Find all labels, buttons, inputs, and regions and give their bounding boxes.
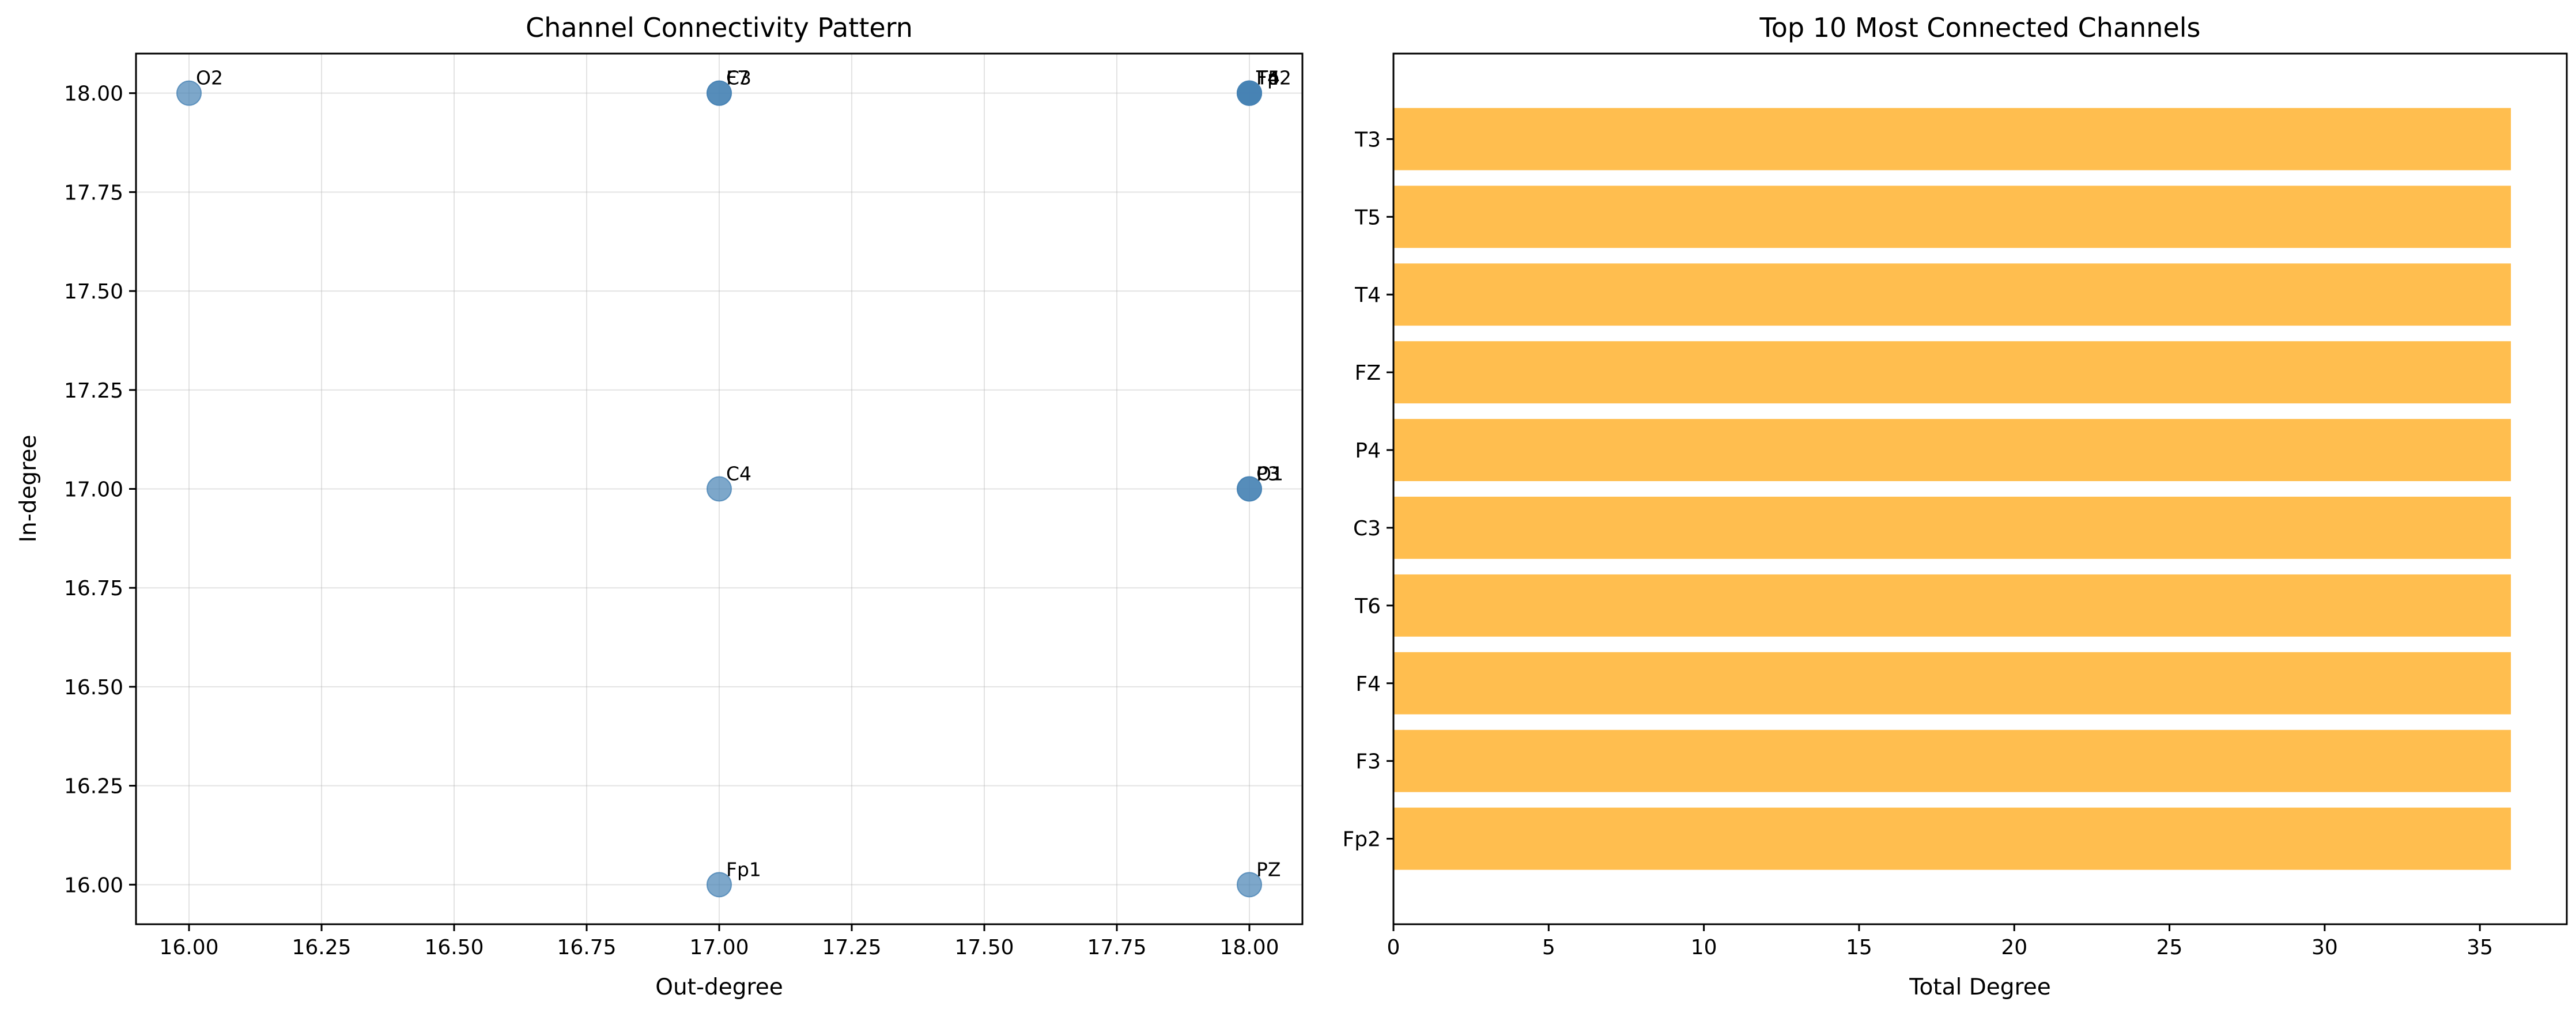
scatter-point-label: O1 <box>1256 463 1283 485</box>
scatter-x-tick-label: 16.25 <box>292 936 351 959</box>
scatter-point <box>176 80 202 106</box>
scatter-point-label: T4 <box>1256 67 1280 89</box>
bar-x-tick-label: 5 <box>1542 936 1555 959</box>
bar-category-label: Fp2 <box>1343 828 1381 852</box>
scatter-x-tick-label: 16.00 <box>159 936 218 959</box>
bar-x-tick-label: 15 <box>1846 936 1872 959</box>
scatter-x-ticks: 16.00 16.25 16.50 16.75 17.00 17.25 17.50 17.75… <box>159 924 1279 959</box>
bar <box>1393 496 2511 559</box>
bar-y-ticks: T3 T5 T4 FZ P4 C3 T6 F4 F3 Fp2 <box>1343 128 1393 852</box>
scatter-point-label: PZ <box>1256 858 1281 880</box>
bar-x-tick-label: 20 <box>2001 936 2027 959</box>
bar-category-label: T3 <box>1354 128 1381 152</box>
scatter-x-tick-label: 17.00 <box>689 936 749 959</box>
bar-plot-frame <box>1392 52 2568 925</box>
scatter-point-label: F4 <box>1256 67 1279 89</box>
bar <box>1393 263 2511 326</box>
bar-category-label: F4 <box>1355 672 1381 696</box>
scatter-x-axis-label: Out-degree <box>655 974 783 1000</box>
scatter-point-label: C3 <box>726 67 751 89</box>
scatter-point-label: T5 <box>1256 67 1280 89</box>
scatter-y-ticks: 16.00 16.25 16.50 16.75 17.00 17.25 17.50 17.75… <box>64 82 136 897</box>
bar <box>1393 729 2511 792</box>
scatter-point-label: Fp1 <box>726 858 761 880</box>
scatter-point-label: P3 <box>1256 463 1280 485</box>
bar-category-label: T5 <box>1354 206 1381 229</box>
scatter-y-tick-label: 17.00 <box>64 478 123 502</box>
scatter-point-label: O2 <box>196 67 223 89</box>
scatter-x-tick-label: 17.75 <box>1087 936 1146 959</box>
bar <box>1393 807 2511 870</box>
bar-category-label: FZ <box>1355 361 1381 385</box>
scatter-point-label: F7 <box>726 67 749 89</box>
bar-x-tick-label: 30 <box>2311 936 2338 959</box>
bar <box>1393 108 2511 171</box>
bar-category-label: T6 <box>1354 595 1381 618</box>
scatter-y-tick-label: 16.75 <box>64 577 123 600</box>
bar-x-axis-label: Total Degree <box>1909 974 2050 1000</box>
scatter-y-tick-label: 16.00 <box>64 874 123 897</box>
bar-x-tick-label: 25 <box>2156 936 2183 959</box>
bar-category-label: F3 <box>1355 750 1381 774</box>
bar-x-ticks: 0 5 10 15 20 25 30 35 <box>1387 924 2493 959</box>
scatter-points <box>176 80 1262 898</box>
bar-category-label: P4 <box>1355 439 1381 463</box>
scatter-y-axis-label: In-degree <box>16 435 41 543</box>
bar-x-tick-label: 10 <box>1691 936 1717 959</box>
bar-x-tick-label: 35 <box>2467 936 2493 959</box>
scatter-y-tick-label: 16.50 <box>64 676 123 700</box>
bar <box>1393 341 2511 404</box>
scatter-x-tick-label: 16.50 <box>424 936 484 959</box>
scatter-x-tick-label: 18.00 <box>1219 936 1279 959</box>
bar-category-label: T4 <box>1354 283 1381 307</box>
bar-series <box>1393 108 2511 870</box>
scatter-x-tick-label: 17.25 <box>822 936 881 959</box>
scatter-point-label: C4 <box>726 463 751 485</box>
bar-title: Top 10 Most Connected Channels <box>1759 12 2201 43</box>
scatter-title: Channel Connectivity Pattern <box>526 12 913 43</box>
bar <box>1393 574 2511 637</box>
scatter-y-tick-label: 17.50 <box>64 280 123 304</box>
scatter-point <box>1237 80 1262 106</box>
scatter-point <box>707 80 732 106</box>
scatter-point <box>1237 872 1262 898</box>
scatter-y-tick-label: 18.00 <box>64 82 123 106</box>
scatter-x-tick-label: 17.50 <box>954 936 1014 959</box>
bar <box>1393 186 2511 248</box>
scatter-y-tick-label: 17.75 <box>64 181 123 205</box>
scatter-x-tick-label: 16.75 <box>557 936 616 959</box>
scatter-y-tick-label: 17.25 <box>64 379 123 403</box>
scatter-point <box>707 872 732 898</box>
scatter-point-label: Fp2 <box>1256 67 1291 89</box>
scatter-point <box>707 476 732 502</box>
scatter-grid <box>136 54 1302 924</box>
bar-category-label: C3 <box>1353 517 1381 540</box>
scatter-point <box>1237 476 1262 502</box>
bar <box>1393 419 2511 482</box>
scatter-y-tick-label: 16.25 <box>64 775 123 799</box>
bar <box>1393 652 2511 714</box>
bar-panel: Top 10 Most Connected Channels 0 5 10 15 20 2… <box>1343 12 2568 1000</box>
bar-x-tick-label: 0 <box>1387 936 1400 959</box>
